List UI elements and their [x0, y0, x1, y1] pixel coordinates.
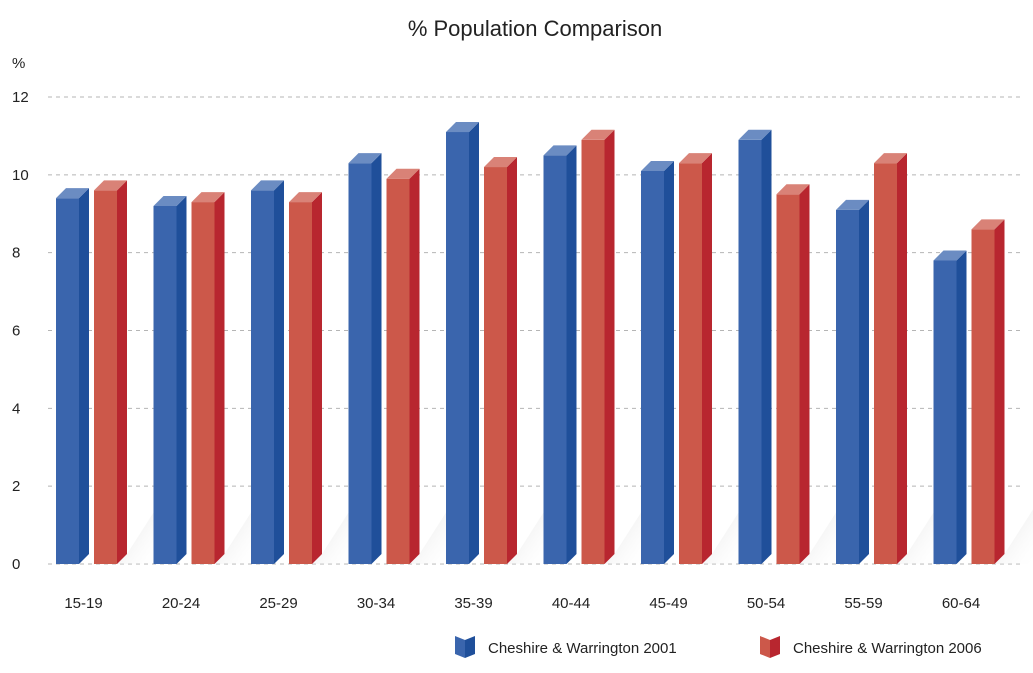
legend-label: Cheshire & Warrington 2006: [793, 640, 982, 657]
bar-front: [192, 202, 215, 564]
bar-front: [972, 229, 995, 564]
y-tick-label: 12: [12, 89, 29, 106]
y-tick-label: 6: [12, 323, 20, 340]
bar: [739, 130, 772, 564]
bar-front: [777, 194, 800, 564]
legend-swatch-side: [465, 636, 475, 658]
x-tick-layer: 15-19 20-24 25-29 30-34 35-39 40-44 45-49 50-54…: [64, 595, 980, 612]
bar-side: [800, 184, 810, 564]
bar-side: [469, 122, 479, 564]
bar: [94, 180, 127, 564]
y-tick-label: 2: [12, 478, 20, 495]
bar-front: [874, 163, 897, 564]
bar-front: [94, 190, 117, 564]
bar: [777, 184, 810, 564]
bar-side: [410, 169, 420, 564]
bar-side: [957, 250, 967, 564]
x-tick-label: 40-44: [552, 595, 590, 612]
bar-front: [641, 171, 664, 564]
bar-front: [582, 140, 605, 564]
bar-side: [117, 180, 127, 564]
bar-side: [664, 161, 674, 564]
x-tick-label: 30-34: [357, 595, 395, 612]
bar-side: [762, 130, 772, 564]
bar: [484, 157, 517, 564]
bar-side: [177, 196, 187, 564]
y-tick-label: 0: [12, 556, 20, 573]
x-tick-label: 15-19: [64, 595, 102, 612]
bar: [56, 188, 89, 564]
bar-side: [79, 188, 89, 564]
legend-swatch: [455, 636, 465, 658]
bar-front: [679, 163, 702, 564]
bar-front: [446, 132, 469, 564]
bar: [934, 250, 967, 564]
legend-label: Cheshire & Warrington 2001: [488, 640, 677, 657]
bar: [154, 196, 187, 564]
bar-front: [387, 179, 410, 564]
bar-front: [836, 210, 859, 564]
bar-front: [484, 167, 507, 564]
bar-side: [897, 153, 907, 564]
bar: [251, 180, 284, 564]
bar: [582, 130, 615, 564]
bar: [874, 153, 907, 564]
bar: [544, 145, 577, 564]
x-tick-label: 60-64: [942, 595, 980, 612]
bar-side: [312, 192, 322, 564]
bar-side: [274, 180, 284, 564]
x-tick-label: 45-49: [649, 595, 687, 612]
bar-front: [544, 155, 567, 564]
bar-front: [251, 190, 274, 564]
bar: [641, 161, 674, 564]
bar: [192, 192, 225, 564]
bar: [972, 219, 1005, 564]
bar-side: [605, 130, 615, 564]
bar: [446, 122, 479, 564]
bar-side: [567, 145, 577, 564]
chart-title: % Population Comparison: [408, 16, 662, 41]
x-tick-label: 55-59: [844, 595, 882, 612]
bar-side: [859, 200, 869, 564]
y-tick-label: 10: [12, 167, 29, 184]
y-tick-label: 8: [12, 245, 20, 262]
bar: [289, 192, 322, 564]
x-tick-label: 20-24: [162, 595, 200, 612]
legend-swatch-side: [770, 636, 780, 658]
legend-swatch: [760, 636, 770, 658]
bar: [836, 200, 869, 564]
x-tick-label: 25-29: [259, 595, 297, 612]
x-tick-label: 50-54: [747, 595, 785, 612]
bar-side: [995, 219, 1005, 564]
bar-front: [934, 260, 957, 564]
y-tick-label: 4: [12, 400, 20, 417]
bar: [387, 169, 420, 564]
bar-front: [289, 202, 312, 564]
legend-item: Cheshire & Warrington 2006: [760, 636, 982, 658]
bar-side: [507, 157, 517, 564]
y-axis-unit-label: %: [12, 55, 25, 72]
legend: Cheshire & Warrington 2001 Cheshire & War…: [455, 636, 982, 658]
bar-layer: [56, 122, 1005, 564]
legend-item: Cheshire & Warrington 2001: [455, 636, 677, 658]
bar-front: [739, 140, 762, 564]
bar-side: [702, 153, 712, 564]
bar-front: [349, 163, 372, 564]
bar-side: [215, 192, 225, 564]
bar-front: [56, 198, 79, 564]
bar: [679, 153, 712, 564]
x-tick-label: 35-39: [454, 595, 492, 612]
bar-side: [372, 153, 382, 564]
bar-front: [154, 206, 177, 564]
bar: [349, 153, 382, 564]
